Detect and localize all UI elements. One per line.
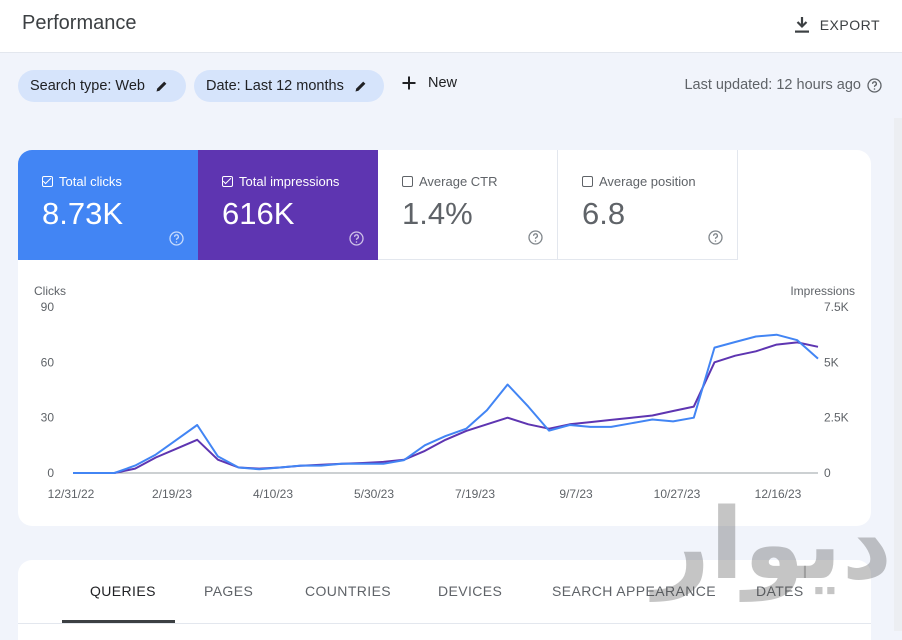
- metric-total-clicks[interactable]: Total clicks 8.73K: [18, 150, 198, 260]
- left-axis-title: Clicks: [34, 284, 66, 298]
- page-header: Performance EXPORT: [0, 0, 902, 53]
- x-tick-label: 12/16/23: [755, 487, 802, 501]
- date-range-chip[interactable]: Date: Last 12 months: [194, 70, 384, 102]
- new-filter-label: New: [428, 75, 458, 91]
- help-icon[interactable]: [708, 230, 723, 245]
- y-right-tick-label: 5K: [824, 355, 839, 369]
- checkbox-unchecked-icon[interactable]: [582, 176, 593, 187]
- tab-devices[interactable]: DEVICES: [438, 583, 503, 599]
- tab-countries[interactable]: COUNTRIES: [305, 583, 392, 599]
- y-left-tick-label: 30: [41, 411, 55, 425]
- last-updated-text: Last updated: 12 hours ago: [684, 77, 861, 93]
- right-axis-title: Impressions: [790, 284, 855, 298]
- metric-value: 8.73K: [42, 196, 124, 231]
- x-tick-label: 9/7/23: [559, 487, 593, 501]
- active-tab-indicator: [62, 620, 175, 623]
- tab-queries[interactable]: QUERIES: [90, 583, 156, 599]
- new-filter-button[interactable]: New: [402, 75, 457, 91]
- page-title: Performance: [22, 12, 137, 34]
- performance-card: Total clicks 8.73K Total impressions 616…: [18, 150, 871, 526]
- x-tick-label: 7/19/23: [455, 487, 495, 501]
- metric-value: 616K: [222, 196, 295, 231]
- scrollbar[interactable]: [894, 118, 902, 631]
- metric-value: 1.4%: [402, 196, 473, 231]
- report-tabs: QUERIES PAGES COUNTRIES DEVICES SEARCH A…: [18, 560, 871, 640]
- pencil-icon: [355, 81, 366, 91]
- export-button[interactable]: EXPORT: [794, 16, 880, 34]
- metric-total-impressions[interactable]: Total impressions 616K: [198, 150, 378, 260]
- help-icon[interactable]: [528, 230, 543, 245]
- metric-label: Total clicks: [59, 174, 122, 189]
- help-icon[interactable]: [169, 231, 184, 246]
- x-tick-label: 4/10/23: [253, 487, 293, 501]
- y-right-tick-label: 7.5K: [824, 300, 849, 314]
- help-icon[interactable]: [349, 231, 364, 246]
- metric-label: Average position: [599, 174, 696, 189]
- x-tick-label: 12/31/22: [48, 487, 95, 501]
- help-icon[interactable]: [867, 77, 882, 93]
- checkbox-unchecked-icon[interactable]: [402, 176, 413, 187]
- y-left-tick-label: 60: [41, 355, 55, 369]
- pencil-icon: [156, 81, 167, 91]
- last-updated: Last updated: 12 hours ago: [684, 77, 882, 93]
- performance-chart[interactable]: Clicks Impressions 90 60 30 0 7.5K 5K 2.5K 0 1…: [18, 260, 871, 526]
- x-tick-label: 5/30/23: [354, 487, 394, 501]
- tabs-divider: [18, 623, 871, 624]
- y-left-tick-label: 90: [41, 300, 55, 314]
- metric-average-position[interactable]: Average position 6.8: [558, 150, 738, 260]
- tab-search-appearance[interactable]: SEARCH APPEARANCE: [552, 583, 716, 599]
- download-icon: [794, 17, 809, 33]
- x-tick-label: 2/19/23: [152, 487, 192, 501]
- impressions-series-line: [73, 341, 819, 474]
- checkbox-checked-icon[interactable]: [222, 176, 233, 187]
- y-left-tick-label: 0: [47, 466, 54, 480]
- date-range-chip-label: Date: Last 12 months: [206, 78, 344, 94]
- search-type-chip-label: Search type: Web: [30, 78, 145, 94]
- metric-label: Average CTR: [419, 174, 498, 189]
- checkbox-checked-icon[interactable]: [42, 176, 53, 187]
- y-right-tick-label: 2.5K: [824, 411, 849, 425]
- y-right-tick-label: 0: [824, 466, 831, 480]
- export-label: EXPORT: [819, 17, 880, 33]
- tab-pages[interactable]: PAGES: [204, 583, 254, 599]
- plus-icon: [402, 76, 416, 90]
- tab-dates[interactable]: DATES: [756, 583, 804, 599]
- metric-average-ctr[interactable]: Average CTR 1.4%: [378, 150, 558, 260]
- metric-value: 6.8: [582, 196, 626, 231]
- clicks-series-line: [73, 333, 819, 474]
- metric-label: Total impressions: [239, 174, 340, 189]
- search-type-chip[interactable]: Search type: Web: [18, 70, 186, 102]
- x-tick-label: 10/27/23: [654, 487, 701, 501]
